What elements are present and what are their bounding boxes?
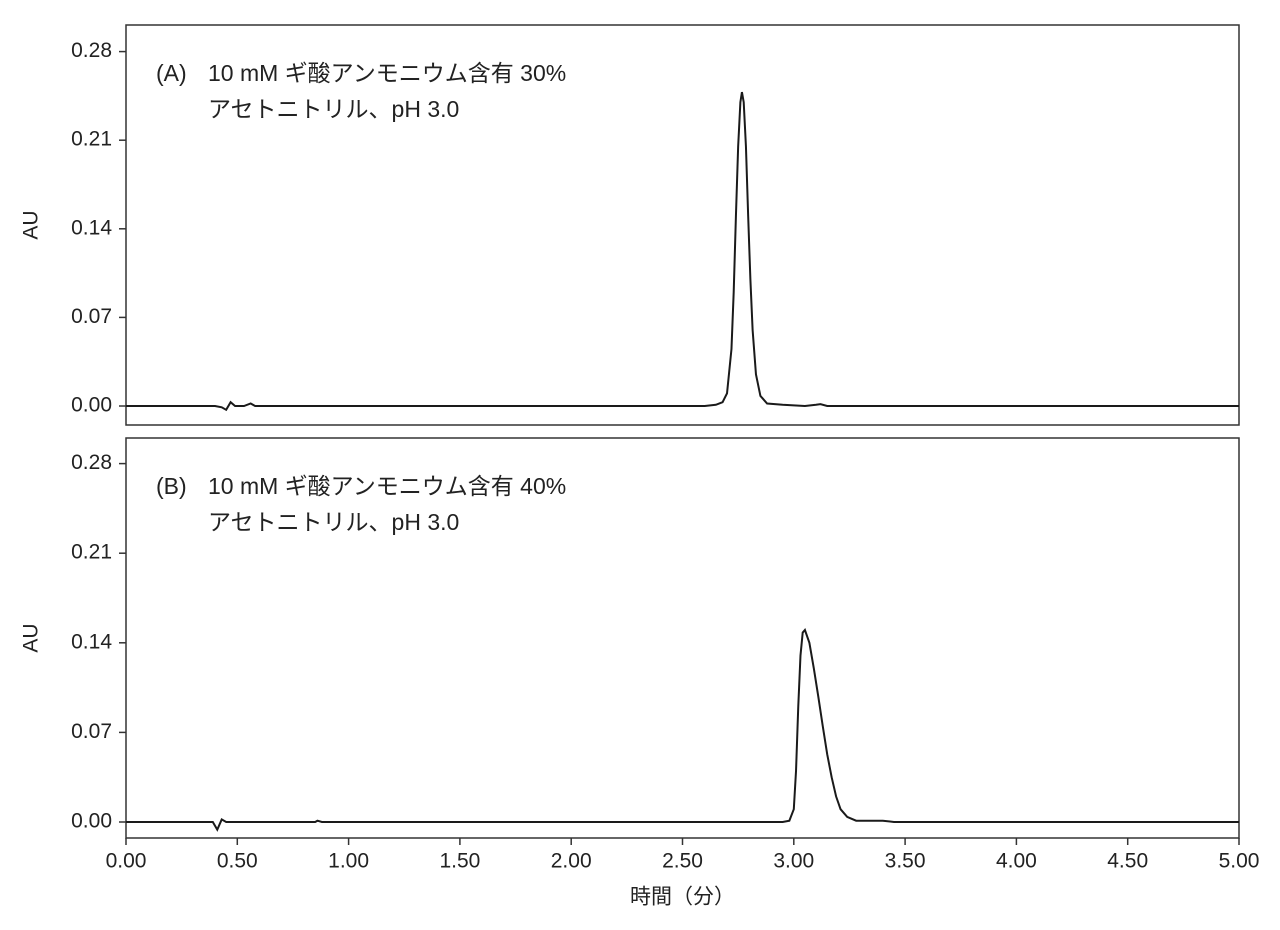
annotation: 10 mM ギ酸アンモニウム含有 30% bbox=[208, 60, 566, 86]
x-tick-label: 0.00 bbox=[106, 850, 147, 873]
y-tick-label: 0.21 bbox=[71, 128, 112, 151]
trace bbox=[126, 91, 1239, 412]
annotation: アセトニトリル、pH 3.0 bbox=[208, 509, 459, 535]
x-tick-label: 1.50 bbox=[439, 850, 480, 873]
x-tick-label: 3.00 bbox=[773, 850, 814, 873]
y-tick-label: 0.00 bbox=[71, 394, 112, 417]
x-tick-label: 0.50 bbox=[217, 850, 258, 873]
x-tick-label: 5.00 bbox=[1219, 850, 1260, 873]
y-tick-label: 0.28 bbox=[71, 39, 112, 62]
x-tick-label: 1.00 bbox=[328, 850, 369, 873]
x-tick-label: 2.50 bbox=[662, 850, 703, 873]
y-tick-label: 0.07 bbox=[71, 305, 112, 328]
y-tick-label: 0.14 bbox=[71, 216, 112, 239]
y-tick-label: 0.28 bbox=[71, 451, 112, 474]
x-axis-label: 時間（分） bbox=[630, 886, 735, 909]
panel-label: (B) bbox=[156, 473, 187, 499]
annotation: 10 mM ギ酸アンモニウム含有 40% bbox=[208, 473, 566, 499]
x-tick-label: 3.50 bbox=[885, 850, 926, 873]
y-tick-label: 0.14 bbox=[71, 630, 112, 653]
panel-label: (A) bbox=[156, 60, 187, 86]
y-tick-label: 0.00 bbox=[71, 810, 112, 833]
y-axis-label: AU bbox=[20, 623, 43, 652]
trace bbox=[126, 628, 1239, 832]
y-axis-label: AU bbox=[20, 210, 43, 239]
x-tick-label: 2.00 bbox=[551, 850, 592, 873]
x-tick-label: 4.50 bbox=[1107, 850, 1148, 873]
x-tick-label: 4.00 bbox=[996, 850, 1037, 873]
annotation: アセトニトリル、pH 3.0 bbox=[208, 96, 459, 122]
plot-frame bbox=[125, 24, 1240, 426]
y-tick-label: 0.21 bbox=[71, 541, 112, 564]
y-tick-label: 0.07 bbox=[71, 720, 112, 743]
